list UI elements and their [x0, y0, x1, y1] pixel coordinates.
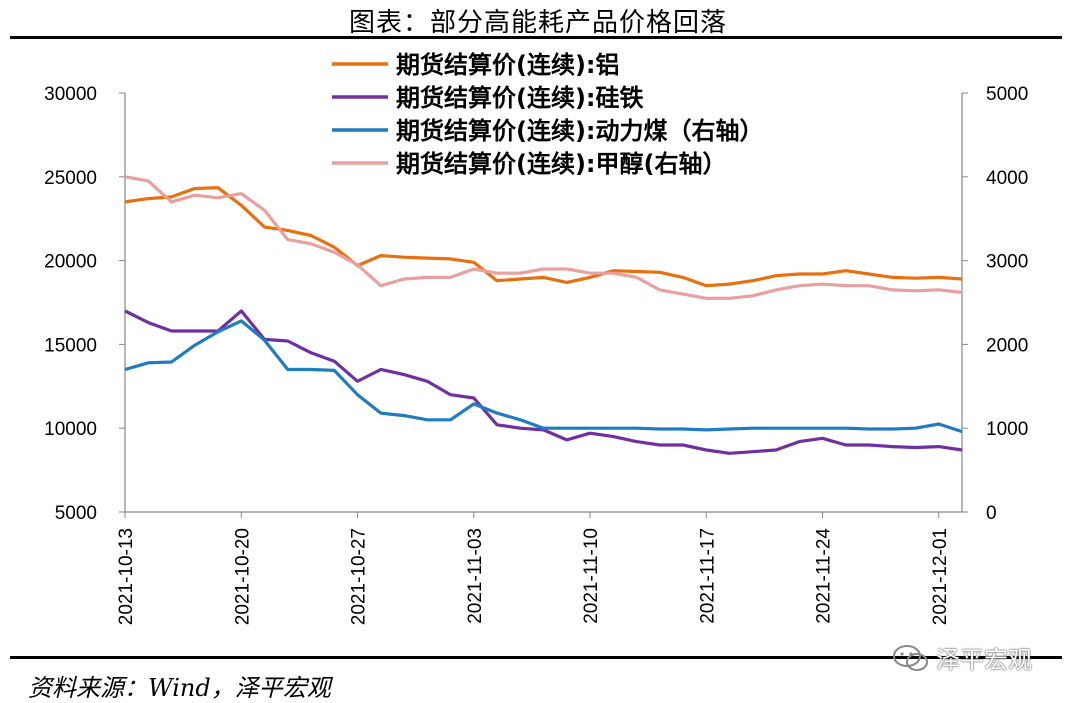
y-left-tick-label: 20000	[44, 252, 97, 273]
y-right-tick-label: 4000	[986, 168, 1028, 189]
source-note: 资料来源：Wind，泽平宏观	[28, 674, 331, 702]
axes: 5000 10000 15000 20000 25000 30000 0 1000 2000 30…	[44, 84, 1028, 625]
y-left-tick-label: 10000	[44, 419, 97, 440]
wechat-icon	[893, 644, 928, 671]
y-right-tick-label: 1000	[986, 419, 1028, 440]
chart-title: 图表：部分高能耗产品价格回落	[348, 8, 727, 38]
legend: 期货结算价(连续):铝期货结算价(连续):硅铁期货结算价(连续):动力煤（右轴）…	[332, 51, 764, 178]
y-left-tick-label: 15000	[44, 335, 97, 356]
x-tick-label: 2021-10-27	[349, 528, 370, 625]
legend-label-1: 期货结算价(连续):铝	[396, 51, 620, 79]
y-right-tick-label: 2000	[986, 335, 1028, 356]
series-line-2	[124, 309, 963, 455]
y-left-tick-label: 30000	[44, 84, 97, 105]
x-tick-label: 2021-10-13	[116, 528, 137, 625]
legend-label-3: 期货结算价(连续):动力煤（右轴）	[396, 117, 764, 145]
y-left-tick-label: 5000	[55, 503, 97, 524]
x-tick-label: 2021-10-20	[232, 528, 253, 625]
y-left-tick-label: 25000	[44, 168, 97, 189]
series-line-3	[124, 319, 963, 434]
y-right-tick-label: 3000	[986, 252, 1028, 273]
bottom-rule	[10, 656, 1062, 659]
series-line-1	[124, 186, 963, 288]
watermark-text: 泽平宏观	[936, 646, 1032, 674]
x-tick-label: 2021-11-17	[697, 528, 718, 624]
x-tick-label: 2021-11-24	[814, 528, 835, 624]
top-rule	[10, 36, 1062, 39]
x-tick-label: 2021-11-10	[581, 528, 602, 624]
series-lines	[124, 175, 963, 455]
watermark: 泽平宏观	[892, 640, 1032, 675]
x-tick-label: 2021-11-03	[465, 528, 486, 624]
y-right-tick-label: 5000	[986, 84, 1028, 105]
x-tick-label: 2021-12-01	[930, 528, 951, 625]
line-chart: 5000 10000 15000 20000 25000 30000 0 1000 2000 30…	[44, 51, 1028, 625]
y-right-tick-label: 0	[986, 503, 997, 524]
legend-label-4: 期货结算价(连续):甲醇(右轴）	[396, 150, 727, 178]
series-line-4	[124, 175, 963, 300]
legend-label-2: 期货结算价(连续):硅铁	[396, 84, 644, 112]
